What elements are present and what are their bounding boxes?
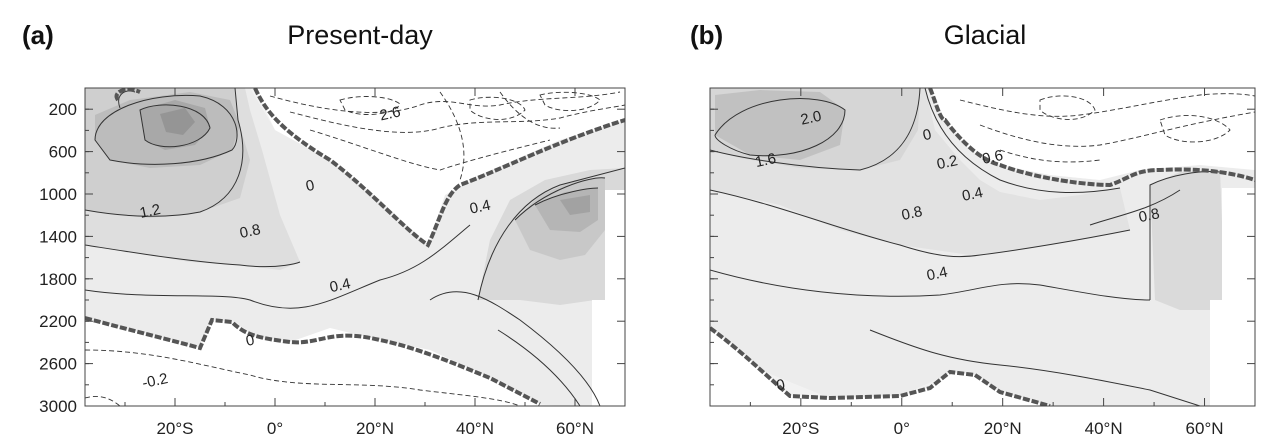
y-tick-label: 600: [49, 143, 77, 162]
y-tick-label: 2200: [39, 312, 77, 331]
x-tick-label: 60°N: [1186, 419, 1224, 438]
contour-label: 0: [244, 332, 256, 350]
contour-label: 0.4: [925, 264, 949, 285]
y-tick-label: 2600: [39, 355, 77, 374]
contour-label: 0: [304, 177, 316, 195]
y-axis-a: 200 600 1000 1400 1800 2200 2600 3000: [39, 87, 625, 416]
contour-label: 0.4: [328, 275, 352, 296]
contour-lines-a: [85, 88, 625, 406]
chart-title-a: Present-day: [287, 20, 433, 50]
contour-label: 1.6: [754, 150, 778, 171]
y-tick-label: 1400: [39, 227, 77, 246]
y-axis-b: [710, 87, 1255, 407]
contour-label: 2.0: [799, 108, 823, 129]
x-tick-label: 0°: [267, 419, 283, 438]
x-tick-label: 20°N: [356, 419, 394, 438]
chart-title-b: Glacial: [944, 20, 1027, 50]
contour-label: -0.2: [141, 370, 170, 392]
y-tick-label: 1000: [39, 185, 77, 204]
contour-label: 0.4: [961, 184, 985, 205]
y-tick-label: 1800: [39, 270, 77, 289]
contour-fill-b: [710, 88, 1255, 406]
x-tick-label: 20°S: [156, 419, 193, 438]
contour-label: 0.6: [981, 147, 1005, 168]
x-tick-label: 60°N: [556, 419, 594, 438]
x-tick-label: 20°S: [782, 419, 819, 438]
contour-labels-b: 2.01.600.2 0.60.40.80.40.80: [754, 108, 1161, 395]
plot-frame-a: [84, 87, 626, 407]
y-tick-label: 200: [49, 100, 77, 119]
contour-label: 0.8: [238, 221, 262, 242]
x-tick-label: 40°N: [456, 419, 494, 438]
x-tick-label: 20°N: [984, 419, 1022, 438]
contour-label: 1.2: [138, 201, 162, 222]
panel-glacial: (b) Glacial: [690, 20, 1256, 438]
x-axis-a: 20°S 0° 20°N 40°N 60°N: [124, 88, 626, 438]
panel-present-day: (a) Present-day: [22, 20, 626, 438]
contour-label: 0: [775, 376, 787, 394]
contour-lines-b: [710, 88, 1255, 406]
contour-label: 0.8: [1137, 205, 1161, 226]
contour-label: 2.6: [378, 103, 402, 124]
contour-label: 0.2: [935, 152, 959, 173]
contour-label: 0.4: [468, 197, 492, 218]
x-tick-label: 0°: [894, 419, 910, 438]
panel-label-b: (b): [690, 20, 723, 50]
contour-fill-a: [85, 88, 625, 406]
x-tick-label: 40°N: [1085, 419, 1123, 438]
panel-label-a: (a): [22, 20, 54, 50]
contour-label: 0.8: [900, 203, 924, 224]
contour-label: 0: [921, 126, 933, 144]
x-axis-b: 20°S 0° 20°N 40°N 60°N: [749, 88, 1256, 438]
contour-labels-a: 2.6 1.2 0.8 0.4 0.4 0 0 -0.2: [138, 103, 492, 392]
plot-frame-b: [709, 87, 1256, 407]
y-tick-label: 3000: [39, 397, 77, 416]
